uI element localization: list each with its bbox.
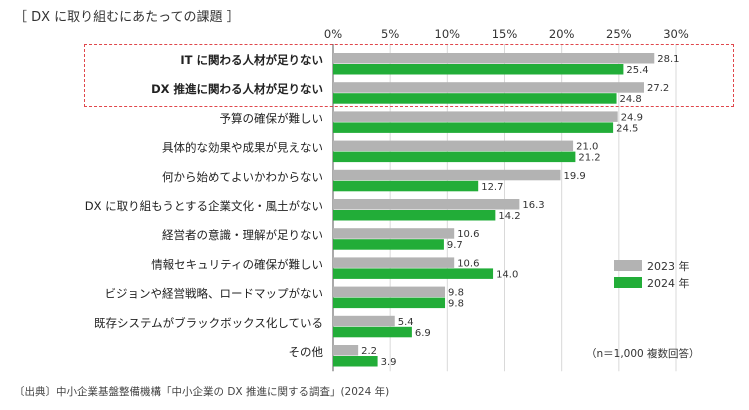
chart-title: ［ DX に取り組むにあたっての課題 ］ — [14, 10, 240, 25]
bar-2023 — [333, 257, 455, 268]
category-label: ビジョンや経営戦略、ロードマップがない — [105, 287, 324, 301]
x-tick-label: 20% — [549, 27, 575, 41]
category-label: その他 — [289, 345, 324, 359]
data-label: 16.3 — [522, 200, 544, 211]
legend-item-2024: 2024 年 — [614, 275, 690, 290]
bar-2024 — [333, 151, 576, 163]
bar-2024 — [333, 210, 496, 221]
legend-swatch-2024 — [614, 277, 642, 288]
x-tick-label: 0% — [324, 27, 342, 41]
category-label: 経営者の意識・理解が足りない — [162, 228, 323, 242]
bar-2023 — [333, 140, 574, 152]
bar-2024 — [333, 239, 444, 250]
data-label: 9.8 — [448, 288, 464, 299]
data-label: 12.7 — [481, 182, 503, 193]
category-label: 既存システムがブラックボックス化している — [94, 316, 323, 330]
bar-2024 — [333, 297, 446, 309]
legend-label-2024: 2024 年 — [647, 276, 690, 290]
data-label: 14.0 — [496, 269, 518, 280]
data-label: 25.4 — [626, 65, 648, 76]
x-tick-label: 5% — [381, 27, 399, 41]
data-label: 3.9 — [381, 357, 397, 368]
data-label: 21.0 — [576, 142, 598, 153]
legend: 2023 年 2024 年 — [614, 258, 690, 292]
bar-2024 — [333, 326, 412, 338]
data-label: 2.2 — [361, 346, 377, 357]
bar-2023 — [333, 53, 655, 64]
legend-swatch-2023 — [614, 260, 642, 271]
data-label: 10.6 — [457, 229, 479, 240]
legend-label-2023: 2023 年 — [647, 259, 690, 273]
data-label: 9.7 — [447, 240, 463, 251]
data-label: 24.9 — [621, 112, 643, 123]
bar-2024 — [333, 122, 614, 133]
sample-note: （n＝1,000 複数回答） — [586, 348, 700, 360]
source-caption: 〔出典〕中小企業基盤整備機構「中小企業の DX 推進に関する調査」(2024 年… — [14, 386, 390, 398]
x-tick-label: 10% — [435, 27, 461, 41]
x-tick-label: 15% — [492, 27, 518, 41]
category-label: DX に取り組もうとする企業文化・風土がない — [85, 199, 323, 213]
category-label: 予算の確保が難しい — [220, 111, 324, 125]
bar-2023 — [333, 228, 455, 239]
category-label: 何から始めてよいかわからない — [162, 170, 323, 184]
category-label: DX 推進に関わる人材が足りない — [151, 82, 323, 96]
category-label: 情報セキュリティの確保が難しい — [151, 257, 323, 271]
bar-2024 — [333, 180, 479, 192]
bar-2023 — [333, 345, 359, 356]
data-label: 9.8 — [448, 299, 464, 310]
category-label: IT に関わる人材が足りない — [180, 53, 323, 67]
bar-2023 — [333, 111, 618, 122]
data-label: 10.6 — [457, 258, 479, 269]
data-label: 14.2 — [498, 211, 520, 222]
data-label: 24.5 — [616, 123, 638, 134]
data-label: 28.1 — [657, 54, 679, 65]
data-label: 27.2 — [647, 83, 669, 94]
data-label: 19.9 — [564, 171, 586, 182]
bar-2024 — [333, 93, 617, 104]
data-label: 24.8 — [620, 94, 642, 105]
bar-2023 — [333, 82, 644, 93]
bar-2024 — [333, 268, 494, 279]
bar-2023 — [333, 199, 520, 210]
legend-item-2023: 2023 年 — [614, 258, 690, 273]
highlight-box — [84, 44, 734, 107]
bar-2024 — [333, 64, 624, 75]
bar-2023 — [333, 169, 561, 181]
data-label: 5.4 — [398, 317, 414, 328]
x-tick-label: 25% — [606, 27, 632, 41]
data-label: 21.2 — [578, 153, 600, 164]
category-label: 具体的な効果や成果が見えない — [162, 141, 323, 155]
bar-2023 — [333, 286, 446, 298]
bar-2023 — [333, 315, 395, 327]
data-label: 6.9 — [415, 328, 431, 339]
bar-2024 — [333, 356, 378, 367]
x-tick-label: 30% — [663, 27, 689, 41]
